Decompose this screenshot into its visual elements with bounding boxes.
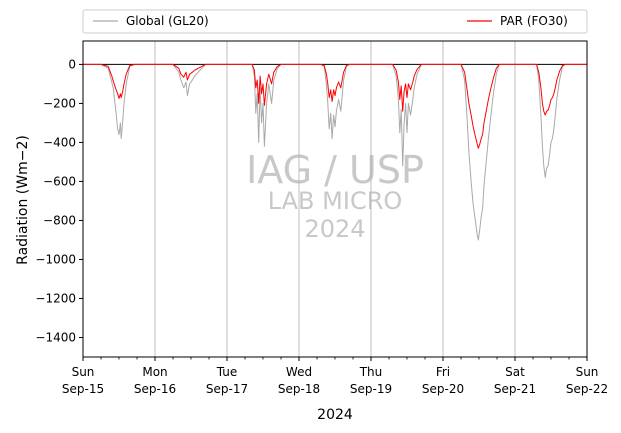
x-tick-date: Sep-18: [278, 382, 320, 396]
watermark-line-1: IAG / USP: [246, 148, 424, 192]
y-tick-label: −600: [43, 174, 76, 188]
watermark-line-3: 2024: [304, 215, 365, 243]
y-tick-label: −400: [43, 135, 76, 149]
x-tick-day: Thu: [359, 365, 383, 379]
legend-label-par: PAR (FO30): [500, 14, 568, 28]
x-tick-date: Sep-20: [422, 382, 464, 396]
legend: Global (GL20) PAR (FO30): [82, 9, 588, 34]
x-tick-date: Sep-19: [350, 382, 392, 396]
y-tick-label: −800: [43, 213, 76, 227]
legend-label-global: Global (GL20): [126, 14, 209, 28]
grid-lines: [154, 41, 516, 357]
y-tick-label: 0: [68, 57, 76, 71]
x-tick-day: Tue: [216, 365, 238, 379]
series-line-par: [83, 63, 587, 149]
series-layer: [83, 63, 587, 241]
x-tick-day: Mon: [142, 365, 167, 379]
x-axis-label: 2024: [317, 407, 353, 423]
y-tick-label: −1400: [35, 330, 76, 344]
x-tick-date: Sep-17: [206, 382, 248, 396]
x-tick-day: Fri: [436, 365, 450, 379]
legend-frame: [82, 9, 588, 34]
watermark: IAG / USP LAB MICRO 2024: [246, 148, 424, 243]
x-tick-date: Sep-22: [566, 382, 608, 396]
x-tick-day: Sun: [72, 365, 95, 379]
watermark-line-2: LAB MICRO: [268, 187, 403, 215]
y-tick-label: −1000: [35, 252, 76, 266]
y-axis-ticks: 0 −200 −400 −600 −800 −1000 −1200 −1400: [35, 57, 83, 344]
x-tick-day: Sun: [576, 365, 599, 379]
x-tick-day: Wed: [286, 365, 312, 379]
x-axis-ticks: Sun Sep-15 Mon Sep-16 Tue Sep-17 Wed Sep-18 Thu S…: [62, 357, 608, 396]
x-tick-date: Sep-15: [62, 382, 104, 396]
y-axis-label: Radiation (Wm−2): [15, 135, 31, 265]
y-tick-label: −1200: [35, 291, 76, 305]
x-tick-day: Sat: [505, 365, 525, 379]
x-tick-date: Sep-16: [134, 382, 176, 396]
y-tick-label: −200: [43, 96, 76, 110]
x-tick-date: Sep-21: [494, 382, 536, 396]
